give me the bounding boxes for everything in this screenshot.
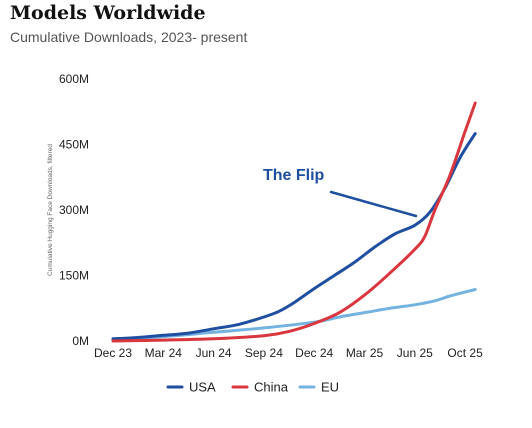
chart-subtitle: Cumulative Downloads, 2023- present: [10, 29, 248, 45]
y-tick-label: 300M: [59, 203, 89, 217]
series-line-eu: [111, 288, 477, 342]
series-line-china: [111, 101, 477, 343]
y-axis-label: Cumulative Hugging Face Downloads, filte…: [47, 144, 54, 276]
x-tick-label: Mar 24: [145, 346, 183, 360]
legend-label-china: China: [254, 380, 289, 395]
legend-label-eu: EU: [321, 380, 339, 395]
y-tick-label: 150M: [59, 269, 89, 283]
legend-label-usa: USA: [189, 380, 216, 395]
y-tick-label: 0M: [72, 334, 89, 348]
annotation-pointer-line: [329, 190, 418, 218]
y-tick-label: 450M: [59, 138, 89, 152]
x-tick-label: Jun 25: [397, 346, 433, 360]
series-line-usa: [111, 132, 477, 341]
x-tick-label: Mar 25: [346, 346, 384, 360]
x-tick-label: Jun 24: [196, 346, 232, 360]
x-tick-label: Oct 25: [447, 346, 483, 360]
x-tick-label: Dec 24: [295, 346, 333, 360]
x-tick-label: Dec 23: [94, 346, 132, 360]
annotation-the-flip: The Flip: [263, 167, 325, 184]
x-tick-label: Sep 24: [245, 346, 283, 360]
y-tick-label: 600M: [59, 72, 89, 86]
chart-title: Models Worldwide: [10, 2, 206, 24]
